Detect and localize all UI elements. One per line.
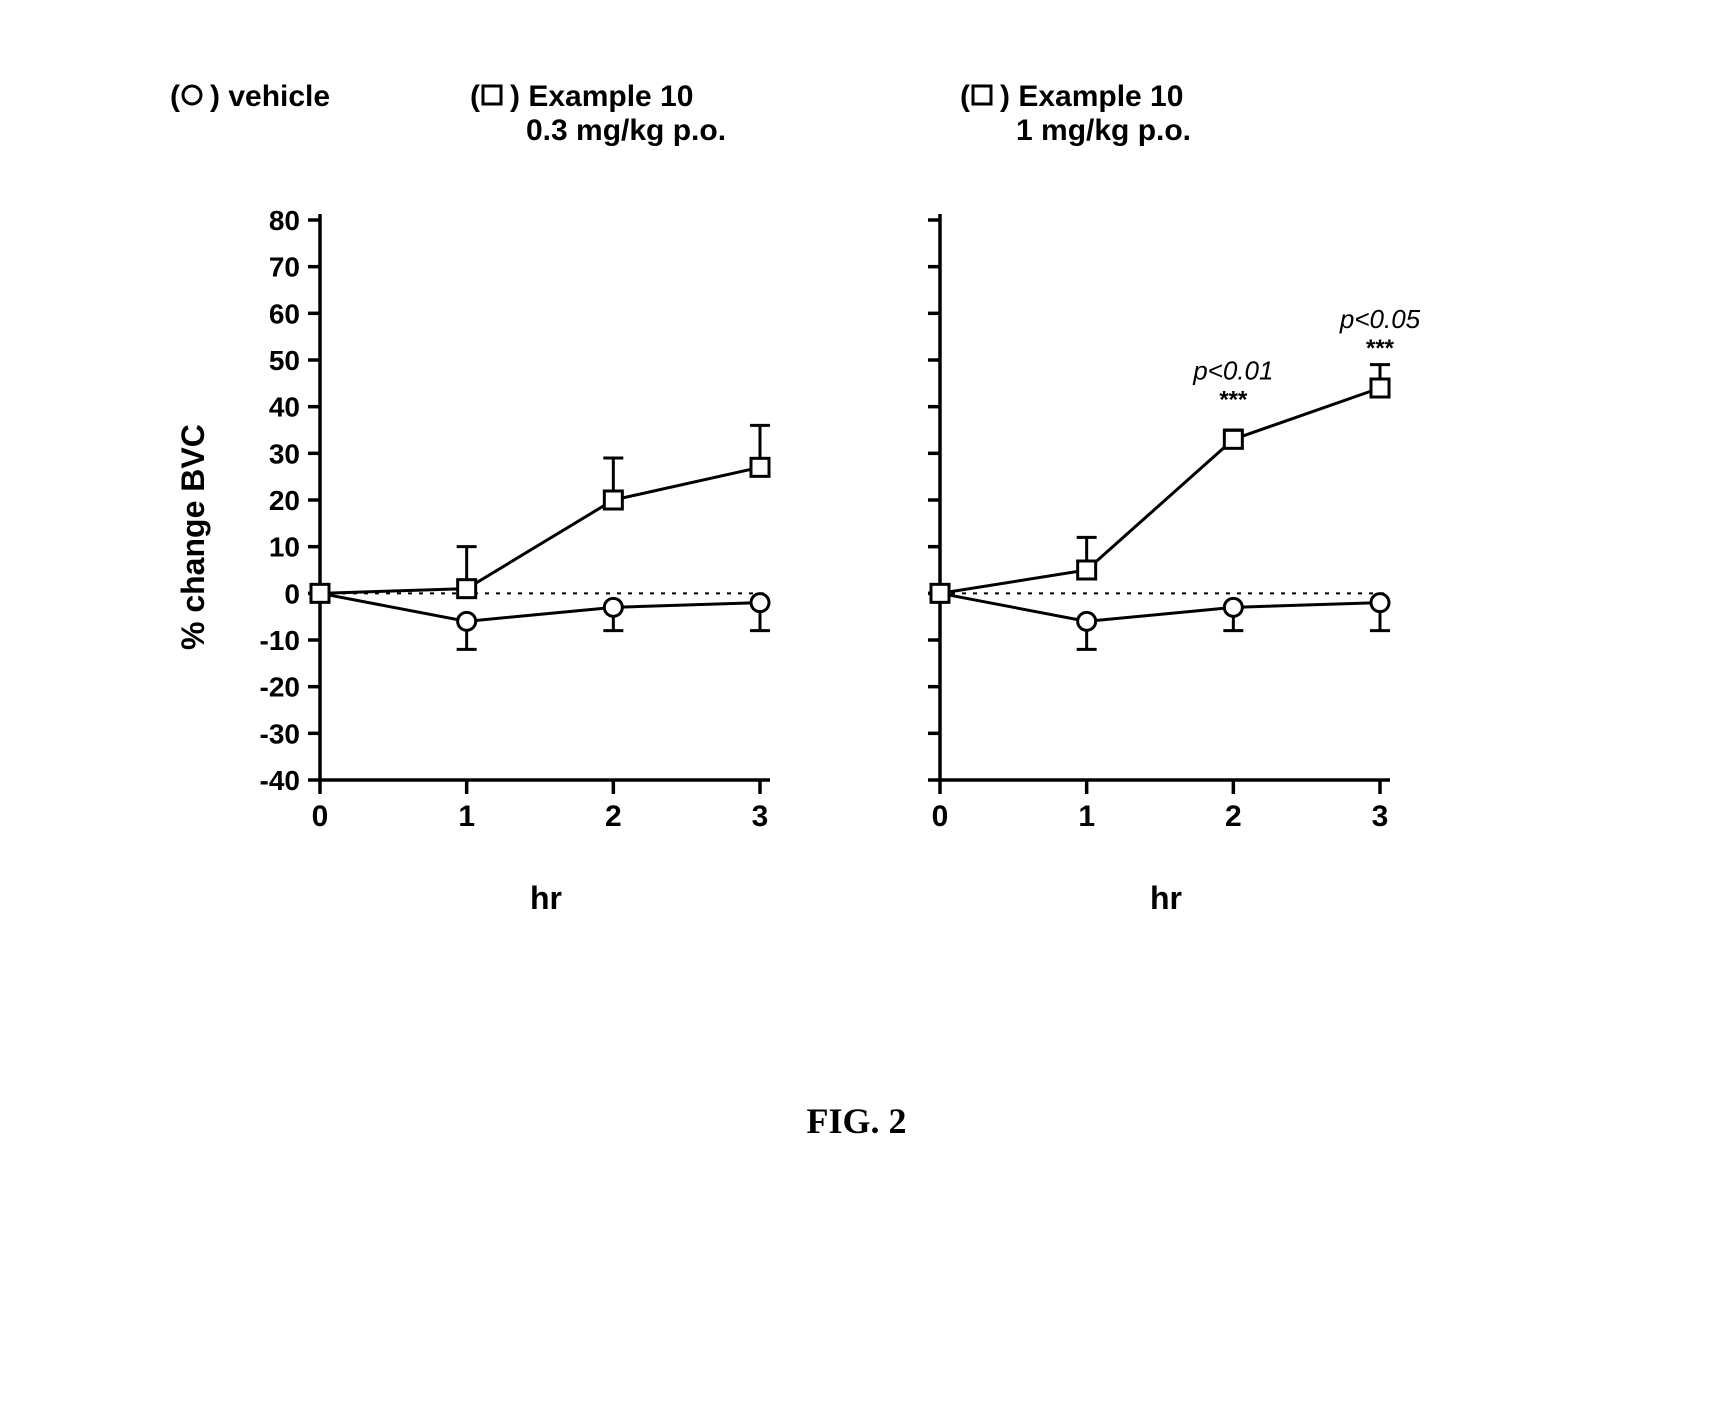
svg-text:***: *** xyxy=(1366,335,1395,362)
svg-text:30: 30 xyxy=(269,438,300,469)
svg-text:60: 60 xyxy=(269,298,300,329)
svg-text:3: 3 xyxy=(752,800,769,833)
svg-text:10: 10 xyxy=(269,532,300,563)
svg-text:-30: -30 xyxy=(260,718,300,749)
svg-text:2: 2 xyxy=(605,800,622,833)
svg-text:2: 2 xyxy=(1225,800,1242,833)
figure-page: () vehicle () Example 100.3 mg/kg p.o. (… xyxy=(0,0,1713,1421)
figure-caption: FIG. 2 xyxy=(0,1100,1713,1142)
x-axis-label-left: hr xyxy=(530,880,562,917)
svg-text:3: 3 xyxy=(1372,800,1389,833)
svg-text:-20: -20 xyxy=(260,672,300,703)
svg-text:0: 0 xyxy=(932,800,949,833)
x-axis-label-right: hr xyxy=(1150,880,1182,917)
svg-text:-10: -10 xyxy=(260,625,300,656)
svg-text:20: 20 xyxy=(269,485,300,516)
svg-text:0: 0 xyxy=(284,578,300,609)
svg-text:1: 1 xyxy=(458,800,475,833)
svg-text:1: 1 xyxy=(1078,800,1095,833)
svg-text:0: 0 xyxy=(312,800,329,833)
svg-text:50: 50 xyxy=(269,345,300,376)
svg-text:40: 40 xyxy=(269,392,300,423)
svg-text:80: 80 xyxy=(269,205,300,236)
svg-text:-40: -40 xyxy=(260,765,300,796)
chart-svg: -40-30-20-100102030405060708001230123p<0… xyxy=(0,0,1713,1000)
svg-text:p<0.01: p<0.01 xyxy=(1192,355,1273,385)
svg-text:p<0.05: p<0.05 xyxy=(1339,304,1421,334)
svg-text:***: *** xyxy=(1219,386,1248,413)
svg-text:70: 70 xyxy=(269,252,300,283)
